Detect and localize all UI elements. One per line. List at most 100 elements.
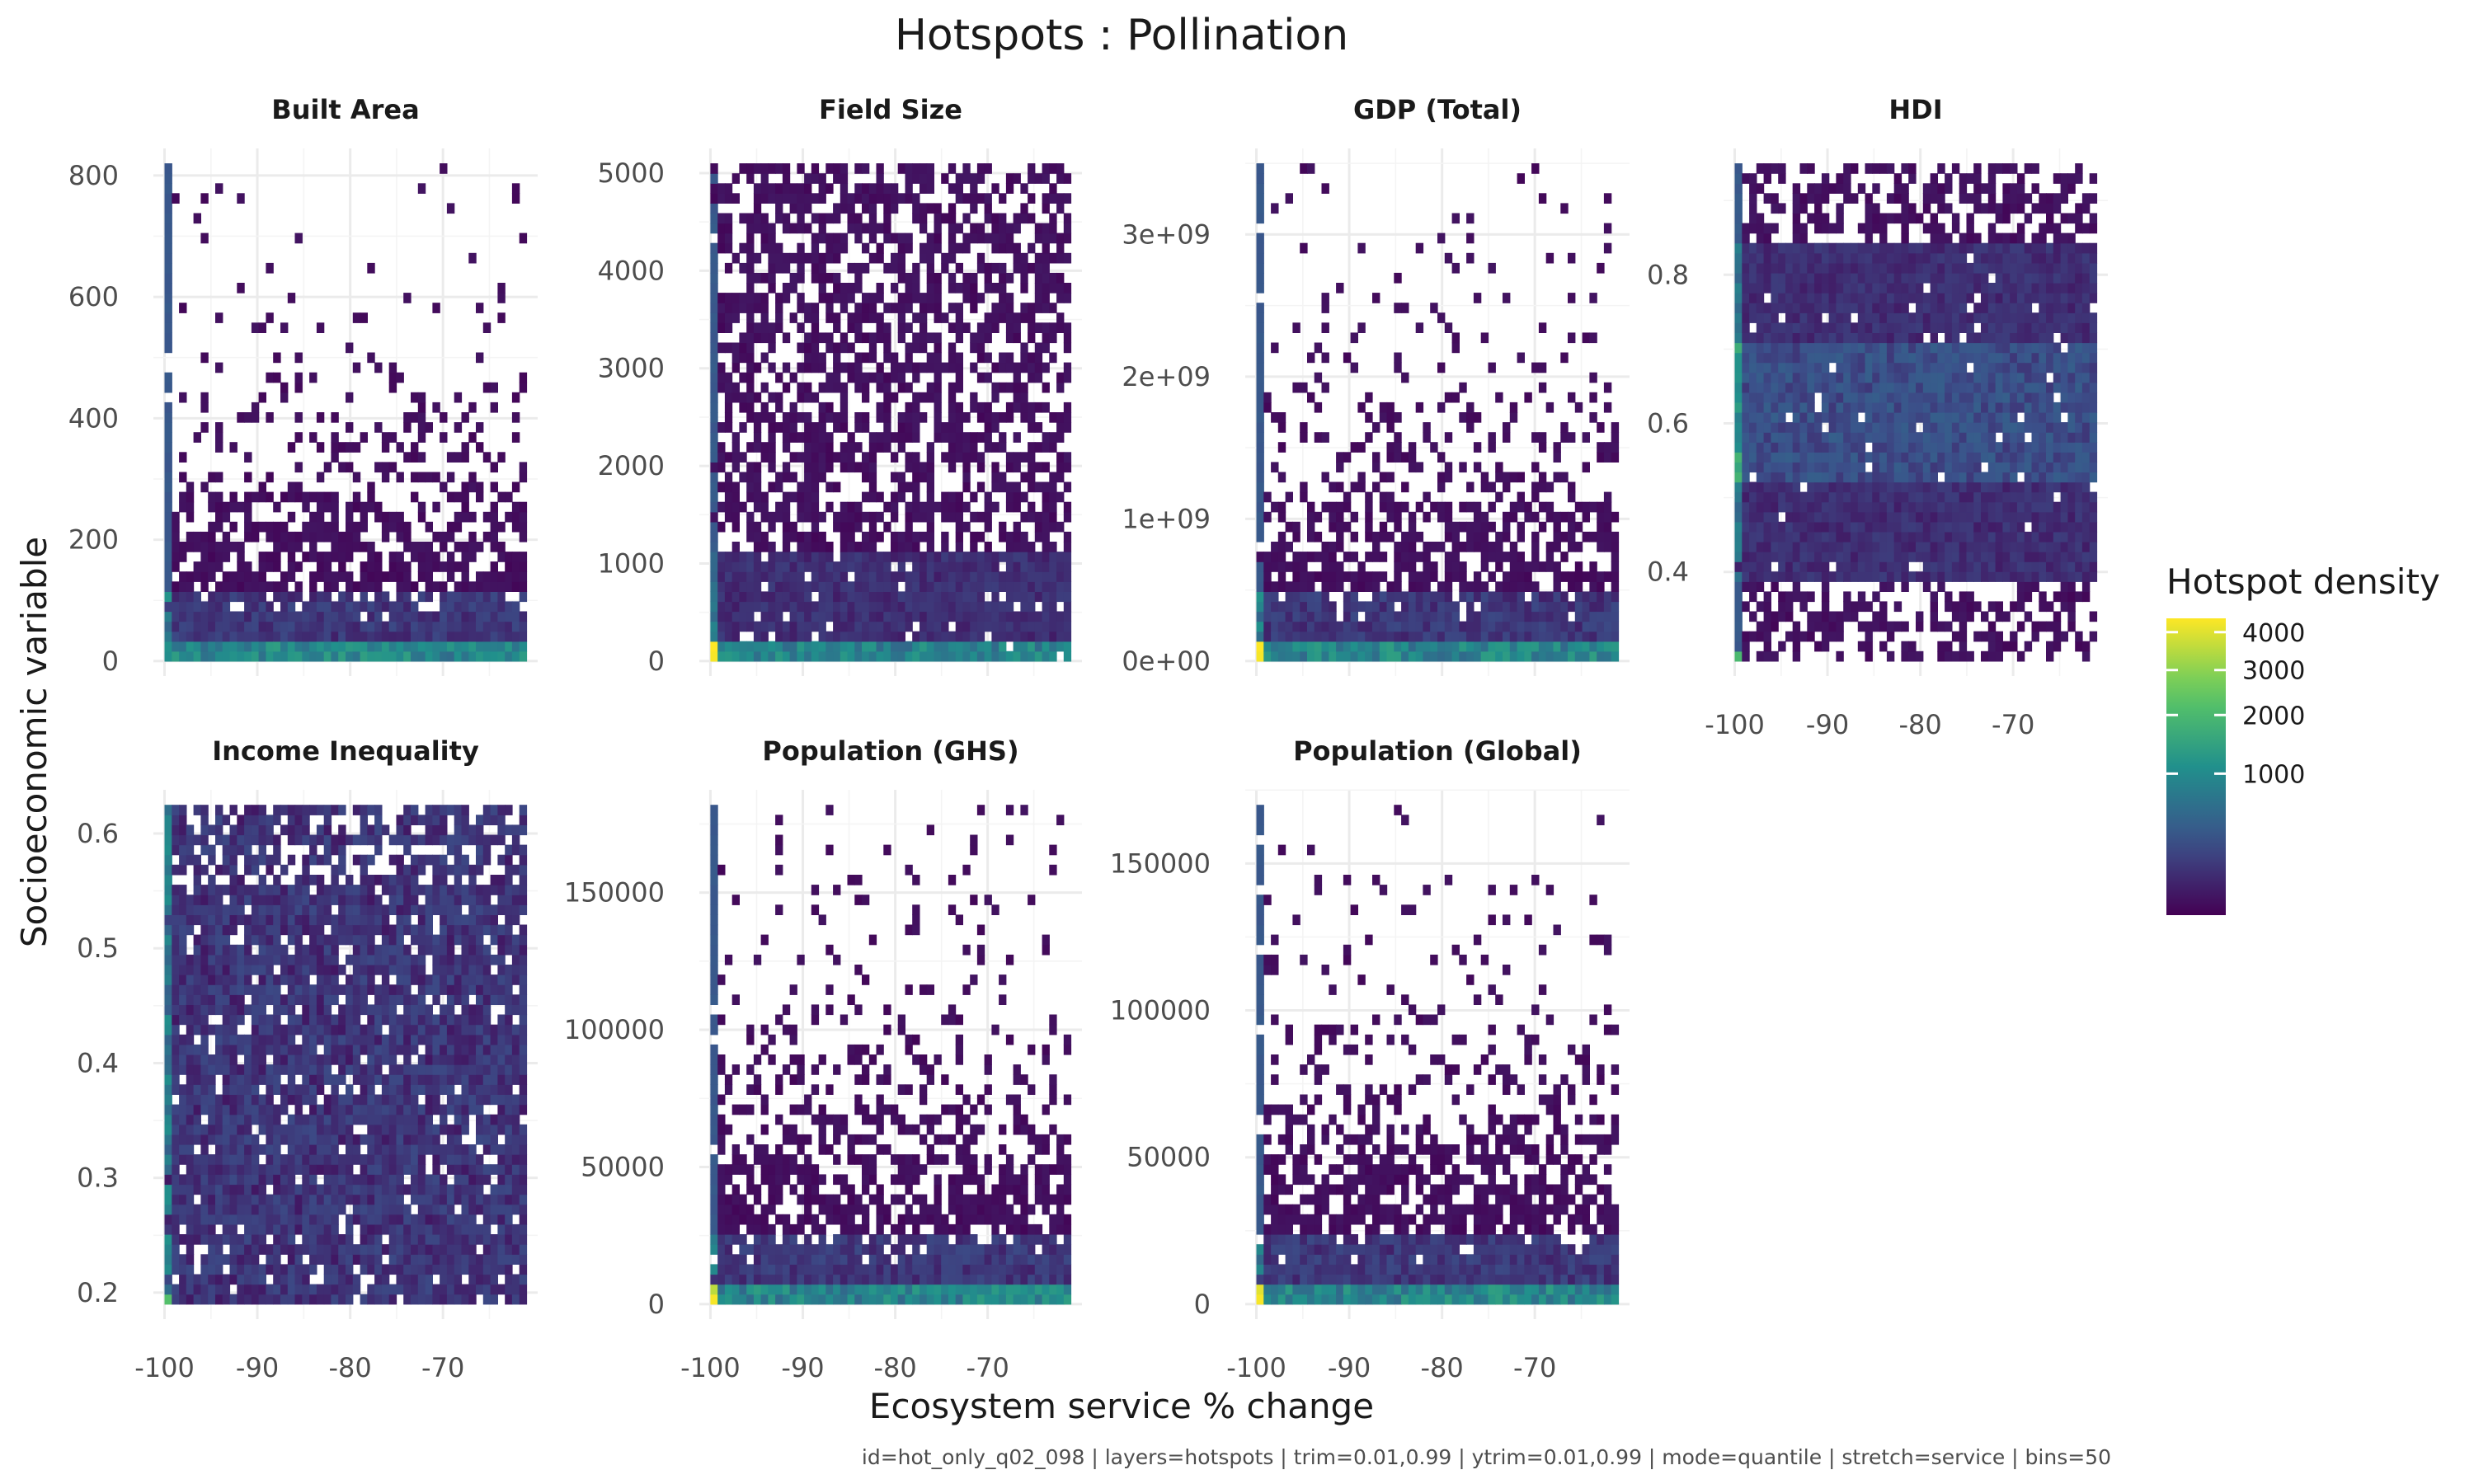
heatmap-cell [739,392,747,403]
heatmap-cell [1734,481,1743,493]
heatmap-cell [724,183,733,194]
heatmap-cell [396,472,404,483]
heatmap-cell [193,611,201,622]
heatmap-cell [905,641,913,652]
heatmap-cell [1517,650,1525,662]
heatmap-cell [1959,272,1968,284]
heatmap-cell [1981,262,1989,274]
heatmap-cell [1034,362,1043,373]
heatmap-cell [897,631,905,642]
heatmap-cell [388,362,397,373]
heatmap-cell [883,402,891,413]
heatmap-cell [1857,552,1866,562]
heatmap-cell [266,472,274,483]
heatmap-cell [876,591,884,603]
heatmap-cell [739,650,747,662]
heatmap-cell [490,501,498,513]
heatmap-cell [955,591,963,603]
heatmap-cell [367,621,375,632]
heatmap-cell [316,472,325,483]
heatmap-cell [179,631,187,642]
heatmap-cell [717,342,726,354]
heatmap-cell [1937,223,1945,234]
heatmap-cell [1937,392,1945,403]
heatmap-cell [833,452,841,463]
heatmap-cell [1828,402,1837,413]
heatmap-cell [1922,402,1931,413]
heatmap-cell [1042,432,1050,443]
heatmap-cell [200,481,209,493]
heatmap-cell [1553,631,1561,642]
heatmap-cell [1785,472,1794,483]
heatmap-cell [976,402,985,413]
heatmap-cell [847,283,855,294]
heatmap-cell [1756,581,1765,592]
heatmap-cell [1756,501,1765,513]
heatmap-cell [1603,452,1612,463]
heatmap-cell [955,521,963,533]
heatmap-cell [897,242,905,254]
heatmap-cell [1509,650,1518,662]
heatmap-cell [222,501,231,513]
heatmap-cell [1256,422,1264,433]
heatmap-cell [446,571,455,582]
heatmap-cell [840,412,849,423]
heatmap-cell [984,542,992,552]
heatmap-cell [468,402,477,413]
heatmap-cell [891,511,899,523]
heatmap-cell [1843,173,1851,184]
heatmap-cell [912,412,920,423]
heatmap-cell [1959,432,1968,443]
heatmap-cell [1357,242,1366,254]
heatmap-cell [1807,372,1815,383]
heatmap-cell [920,392,928,403]
heatmap-cell [432,501,440,513]
heatmap-cell [1857,641,1866,652]
heatmap-cell [1945,312,1953,323]
heatmap-cell [302,501,310,513]
heatmap-cell [1987,193,1997,204]
heatmap-cell [1959,542,1968,552]
heatmap-cell [1916,293,1924,303]
heatmap-cell [1821,611,1830,622]
heatmap-cell [215,641,223,652]
heatmap-cell [1930,531,1938,542]
heatmap-cell [920,531,928,542]
heatmap-cell [782,412,791,423]
heatmap-cell [1785,402,1794,413]
heatmap-cell [1901,312,1909,323]
heatmap-cell [1966,193,1974,204]
heatmap-cell [1611,581,1620,592]
heatmap-cell [1886,481,1895,493]
heatmap-cell [1879,462,1888,473]
heatmap-cell [868,452,877,463]
heatmap-cell [999,531,1007,542]
heatmap-cell [1763,501,1771,513]
heatmap-cell [346,601,354,613]
heatmap-cell [811,252,820,264]
heatmap-cell [1028,462,1036,473]
heatmap-cell [1538,442,1547,453]
heatmap-cell [1321,611,1329,622]
heatmap-cell [1020,312,1028,323]
heatmap-cell [840,601,849,613]
heatmap-cell [440,481,448,493]
heatmap-cell [1945,293,1953,303]
heatmap-cell [1056,412,1065,423]
heatmap-cell [172,193,180,204]
heatmap-cell [724,561,733,572]
heatmap-cell [804,382,812,393]
heatmap-cell [847,442,855,453]
heatmap-cell [1013,242,1021,254]
heatmap-cell [746,591,755,603]
heatmap-cell [854,581,863,592]
heatmap-cell [1879,552,1888,562]
heatmap-cell [746,362,755,373]
heatmap-cell [164,322,172,333]
heatmap-cell [1386,491,1395,503]
heatmap-cell [1792,552,1801,562]
heatmap-cell [1742,252,1750,264]
heatmap-cell [1851,462,1859,473]
heatmap-cell [222,581,231,592]
heatmap-cell [258,561,266,572]
